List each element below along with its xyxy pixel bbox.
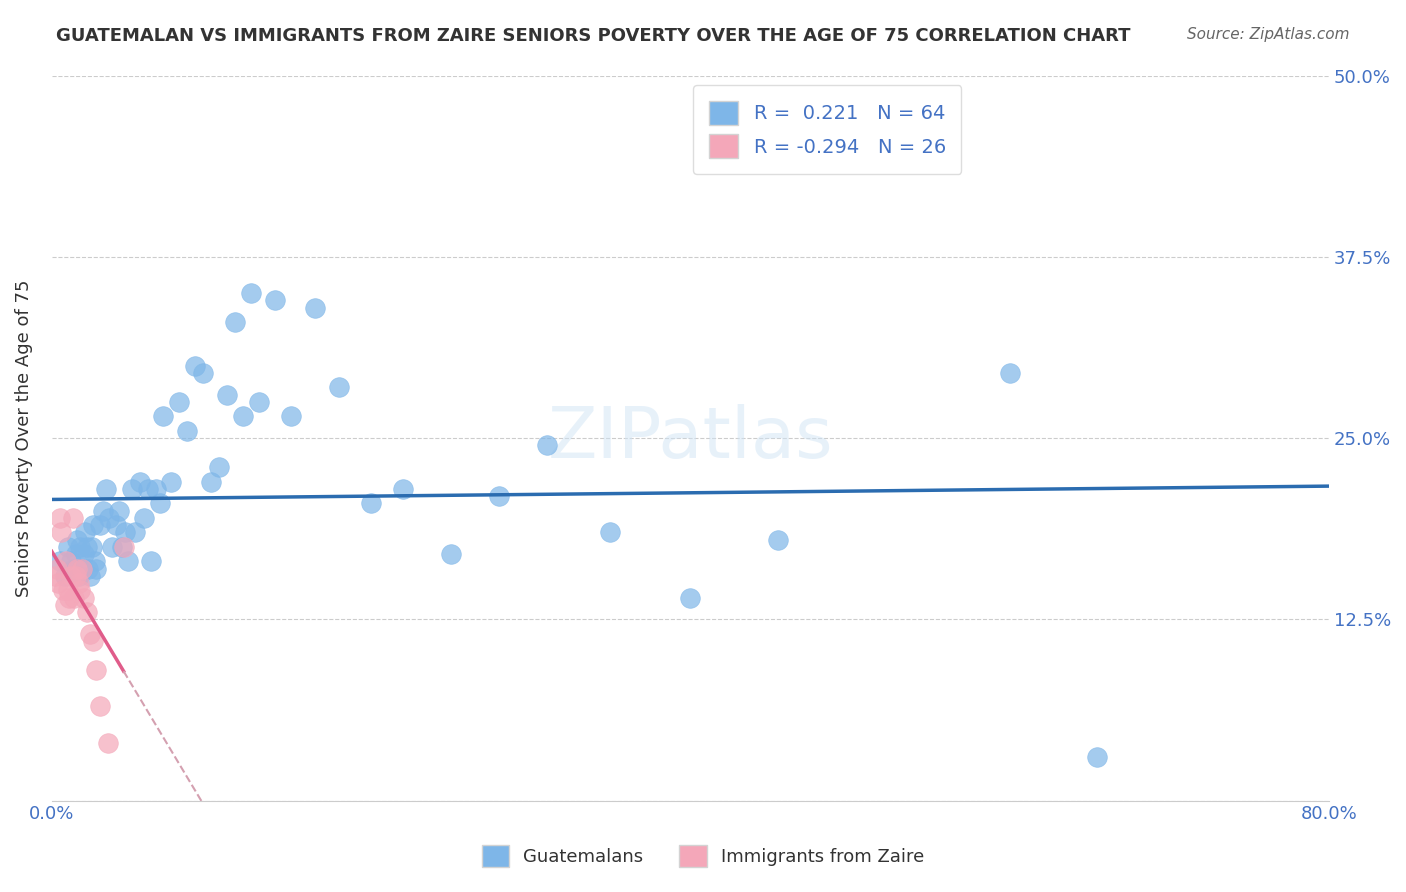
Point	[73, 591, 96, 605]
Point	[70, 561, 93, 575]
Y-axis label: Seniors Poverty Over the Age of 75: Seniors Poverty Over the Age of 75	[15, 279, 32, 597]
Point	[117, 554, 139, 568]
Point	[247, 394, 270, 409]
Point	[48, 554, 70, 568]
Point	[45, 561, 67, 575]
Point	[392, 482, 415, 496]
Point	[63, 591, 86, 605]
Text: ZIPatlas: ZIPatlas	[547, 403, 834, 473]
Point	[66, 561, 89, 575]
Point	[264, 293, 287, 308]
Point	[55, 554, 77, 568]
Point	[48, 511, 70, 525]
Point	[82, 518, 104, 533]
Point	[80, 540, 103, 554]
Point	[124, 525, 146, 540]
Point	[114, 525, 136, 540]
Point	[46, 576, 69, 591]
Point	[65, 547, 87, 561]
Point	[91, 503, 114, 517]
Point	[67, 576, 90, 591]
Legend: R =  0.221   N = 64, R = -0.294   N = 26: R = 0.221 N = 64, R = -0.294 N = 26	[693, 86, 962, 174]
Point	[62, 511, 84, 525]
Point	[200, 475, 222, 489]
Point	[76, 605, 98, 619]
Point	[86, 663, 108, 677]
Point	[59, 554, 82, 568]
Text: GUATEMALAN VS IMMIGRANTS FROM ZAIRE SENIORS POVERTY OVER THE AGE OF 75 CORRELATI: GUATEMALAN VS IMMIGRANTS FROM ZAIRE SENI…	[56, 27, 1130, 45]
Point	[149, 496, 172, 510]
Point	[145, 482, 167, 496]
Point	[232, 409, 254, 424]
Point	[1085, 750, 1108, 764]
Point	[766, 533, 789, 547]
Point	[62, 561, 84, 575]
Point	[89, 699, 111, 714]
Point	[304, 301, 326, 315]
Point	[112, 540, 135, 554]
Point	[136, 482, 159, 496]
Point	[360, 496, 382, 510]
Point	[208, 460, 231, 475]
Point	[67, 569, 90, 583]
Point	[58, 591, 80, 605]
Point	[217, 387, 239, 401]
Text: Source: ZipAtlas.com: Source: ZipAtlas.com	[1187, 27, 1350, 42]
Point	[240, 286, 263, 301]
Point	[69, 583, 91, 598]
Point	[82, 634, 104, 648]
Point	[280, 409, 302, 424]
Point	[83, 554, 105, 568]
Point	[328, 380, 350, 394]
Point	[52, 583, 75, 598]
Point	[73, 547, 96, 561]
Point	[107, 503, 129, 517]
Point	[97, 736, 120, 750]
Point	[111, 540, 134, 554]
Point	[139, 554, 162, 568]
Point	[104, 518, 127, 533]
Point	[128, 475, 150, 489]
Point	[224, 315, 246, 329]
Point	[121, 482, 143, 496]
Point	[53, 598, 76, 612]
Point	[70, 561, 93, 575]
Point	[44, 569, 66, 583]
Point	[75, 525, 97, 540]
Point	[53, 569, 76, 583]
Point	[152, 409, 174, 424]
Point	[89, 518, 111, 533]
Point	[94, 482, 117, 496]
Point	[76, 540, 98, 554]
Legend: Guatemalans, Immigrants from Zaire: Guatemalans, Immigrants from Zaire	[474, 838, 932, 874]
Point	[65, 569, 87, 583]
Point	[79, 569, 101, 583]
Point	[536, 438, 558, 452]
Point	[440, 547, 463, 561]
Point	[176, 424, 198, 438]
Point	[56, 583, 79, 598]
Point	[169, 394, 191, 409]
Point	[86, 561, 108, 575]
Point	[488, 489, 510, 503]
Point	[69, 540, 91, 554]
Point	[679, 591, 702, 605]
Point	[193, 366, 215, 380]
Point	[56, 540, 79, 554]
Point	[66, 533, 89, 547]
Point	[160, 475, 183, 489]
Point	[134, 511, 156, 525]
Point	[998, 366, 1021, 380]
Point	[98, 511, 121, 525]
Point	[184, 359, 207, 373]
Point	[59, 569, 82, 583]
Point	[599, 525, 621, 540]
Point	[79, 627, 101, 641]
Point	[77, 561, 100, 575]
Point	[51, 525, 73, 540]
Point	[101, 540, 124, 554]
